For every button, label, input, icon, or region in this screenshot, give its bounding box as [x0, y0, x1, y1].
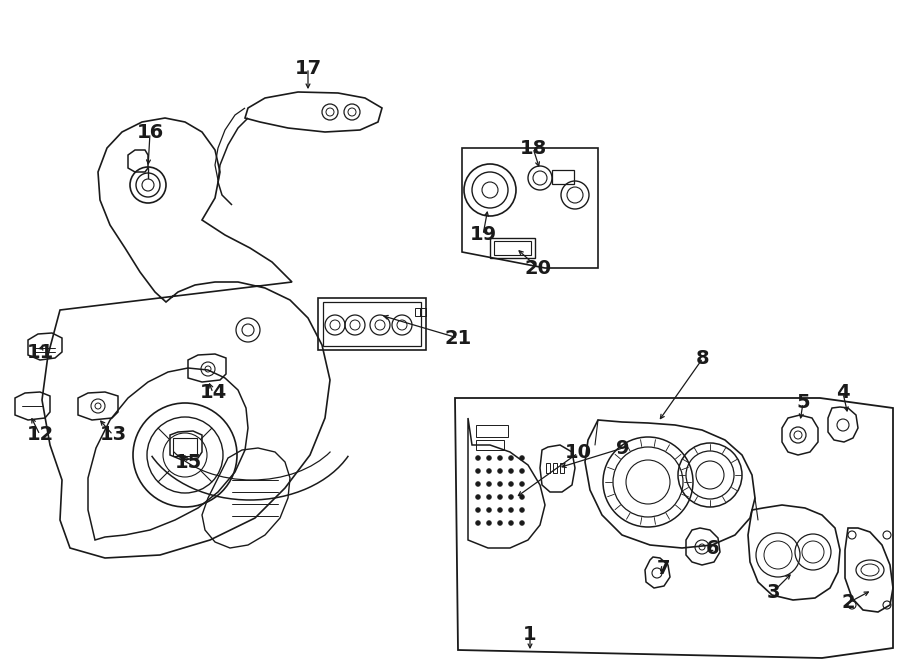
- Bar: [476, 425, 508, 437]
- Circle shape: [519, 520, 525, 525]
- Bar: [494, 241, 531, 255]
- Bar: [490, 238, 535, 258]
- Circle shape: [498, 508, 502, 512]
- Bar: [173, 438, 197, 456]
- Text: 12: 12: [26, 426, 54, 444]
- Circle shape: [519, 494, 525, 500]
- Text: 19: 19: [470, 225, 497, 245]
- Bar: [318, 298, 426, 350]
- Text: 4: 4: [836, 383, 850, 403]
- Text: 10: 10: [564, 444, 591, 463]
- Text: 16: 16: [137, 124, 164, 143]
- Bar: [560, 463, 564, 473]
- Circle shape: [498, 481, 502, 486]
- Text: 20: 20: [525, 258, 552, 278]
- Text: 18: 18: [519, 139, 546, 157]
- Circle shape: [519, 508, 525, 512]
- Circle shape: [519, 455, 525, 461]
- Circle shape: [487, 481, 491, 486]
- Circle shape: [498, 469, 502, 473]
- Bar: [415, 308, 421, 316]
- Bar: [323, 302, 421, 346]
- Circle shape: [487, 508, 491, 512]
- Circle shape: [508, 481, 514, 486]
- Circle shape: [498, 455, 502, 461]
- Text: 1: 1: [523, 625, 536, 644]
- Text: 17: 17: [294, 59, 321, 77]
- Circle shape: [475, 508, 481, 512]
- Circle shape: [508, 455, 514, 461]
- Circle shape: [508, 520, 514, 525]
- Text: 7: 7: [656, 559, 670, 578]
- Circle shape: [508, 469, 514, 473]
- Text: 5: 5: [796, 393, 810, 412]
- Text: 11: 11: [26, 342, 54, 362]
- Bar: [552, 170, 574, 184]
- Circle shape: [487, 520, 491, 525]
- Text: 14: 14: [200, 383, 227, 403]
- Circle shape: [508, 508, 514, 512]
- Circle shape: [475, 481, 481, 486]
- Circle shape: [487, 469, 491, 473]
- Circle shape: [498, 494, 502, 500]
- Text: 13: 13: [99, 426, 127, 444]
- Circle shape: [475, 469, 481, 473]
- Text: 9: 9: [616, 438, 630, 457]
- Circle shape: [475, 494, 481, 500]
- Circle shape: [519, 481, 525, 486]
- Circle shape: [508, 494, 514, 500]
- Text: 3: 3: [766, 582, 779, 602]
- Circle shape: [519, 469, 525, 473]
- Text: 8: 8: [697, 348, 710, 368]
- Bar: [553, 463, 557, 473]
- Bar: [546, 463, 550, 473]
- Circle shape: [475, 455, 481, 461]
- Text: 15: 15: [175, 453, 202, 473]
- Text: 6: 6: [706, 539, 720, 557]
- Circle shape: [487, 494, 491, 500]
- Bar: [476, 440, 504, 450]
- Circle shape: [475, 520, 481, 525]
- Circle shape: [498, 520, 502, 525]
- Bar: [420, 308, 426, 316]
- Text: 21: 21: [445, 329, 472, 348]
- Circle shape: [487, 455, 491, 461]
- Text: 2: 2: [842, 594, 855, 613]
